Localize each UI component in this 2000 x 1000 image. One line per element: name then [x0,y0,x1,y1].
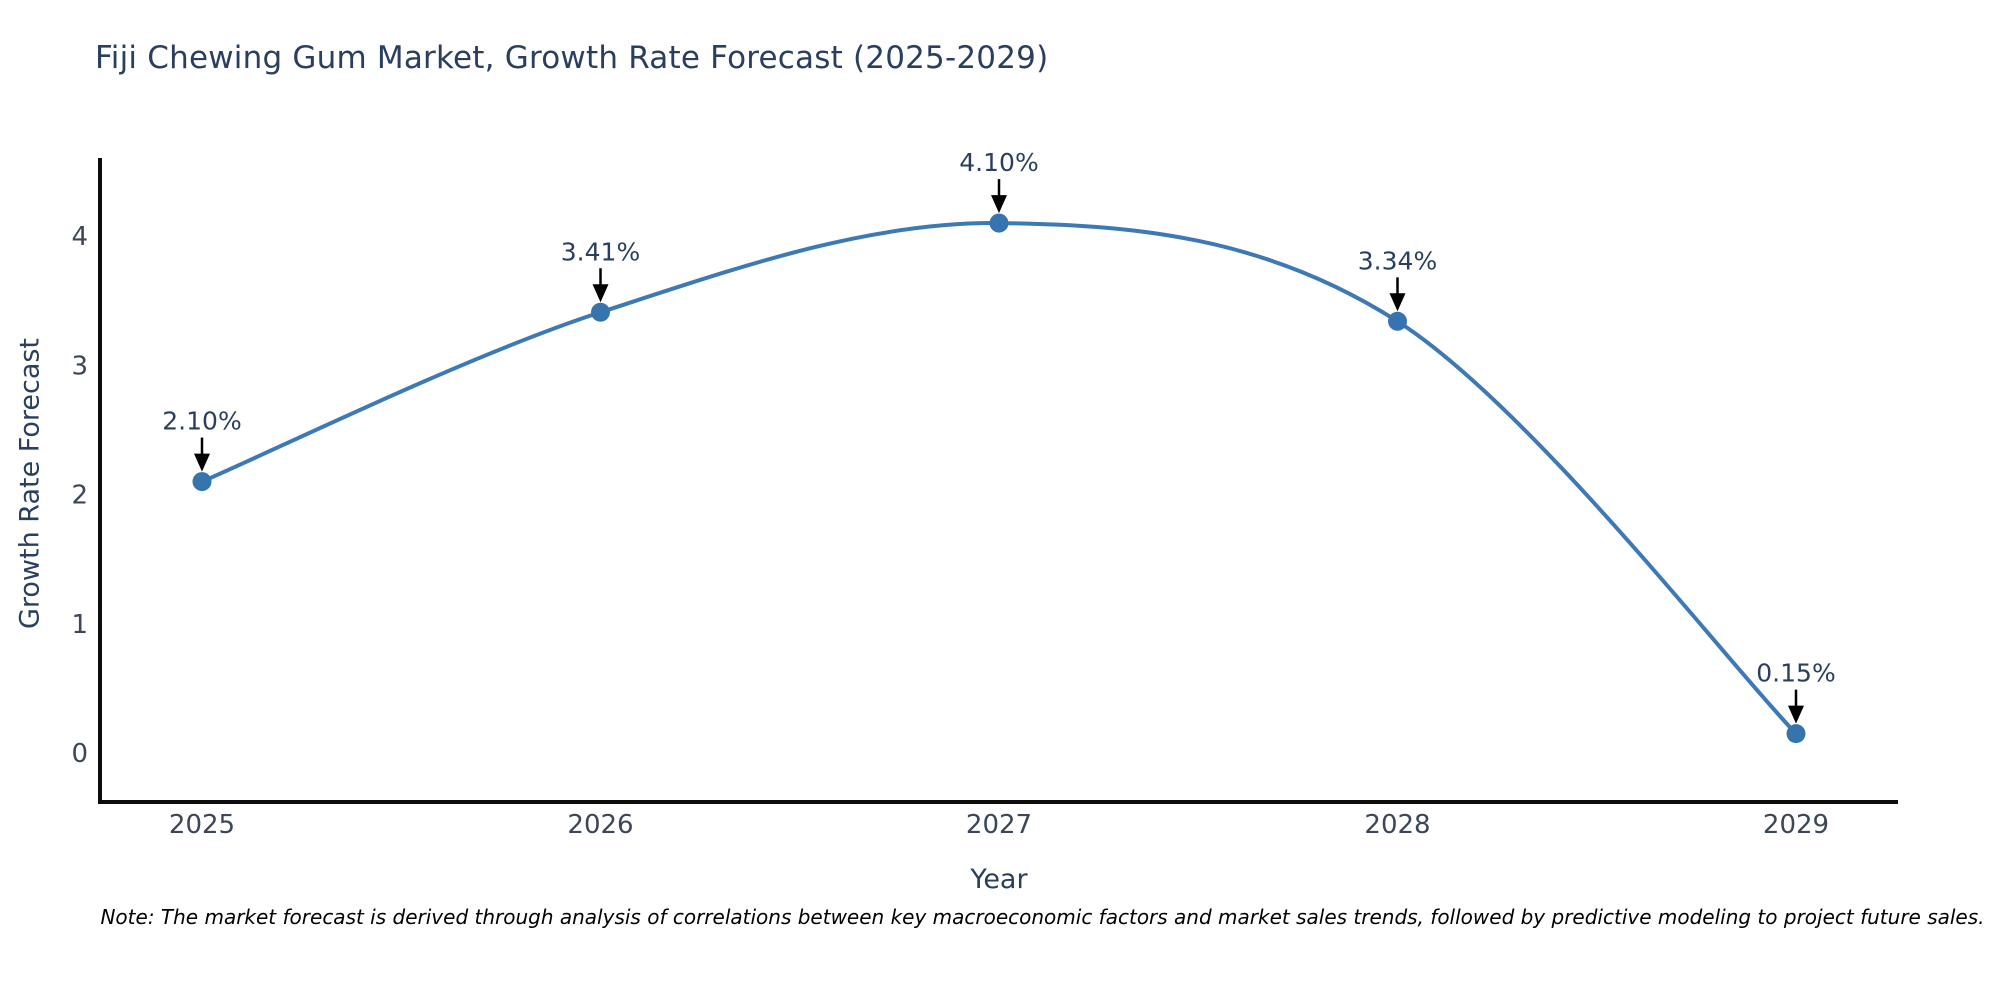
point-value-label: 3.34% [1358,246,1437,275]
data-point[interactable] [1388,311,1407,331]
forecast-line [200,221,1798,736]
point-value-label: 0.15% [1756,659,1835,688]
annotation-arrow-head [1389,293,1406,312]
y-tick-label: 2 [71,481,88,511]
x-tick-label: 2028 [1364,810,1430,840]
x-tick-label: 2026 [567,810,633,840]
x-tick-label: 2029 [1763,810,1829,840]
data-point[interactable] [591,302,610,322]
annotation-arrow-head [1788,705,1804,724]
footnote: Note: The market forecast is derived thr… [100,905,1985,929]
y-tick-label: 3 [71,351,88,381]
annotation-arrow-head [991,195,1007,214]
y-tick-label: 4 [71,222,88,252]
chart-title: Fiji Chewing Gum Market, Growth Rate For… [95,40,1049,76]
point-value-label: 2.10% [162,407,241,436]
data-point[interactable] [989,213,1009,233]
x-tick-label: 2025 [169,810,235,840]
point-value-label: 4.10% [959,148,1038,177]
x-axis-title: Year [970,864,1028,895]
annotation-arrow-head [592,284,609,303]
y-tick-label: 0 [71,739,88,769]
point-value-label: 3.41% [561,237,640,266]
y-axis-title: Growth Rate Forecast [14,337,46,630]
data-point[interactable] [1786,724,1806,744]
data-point[interactable] [192,472,212,492]
y-tick-label: 1 [71,610,88,640]
x-tick-label: 2027 [966,810,1032,840]
annotation-arrow-head [194,453,210,472]
